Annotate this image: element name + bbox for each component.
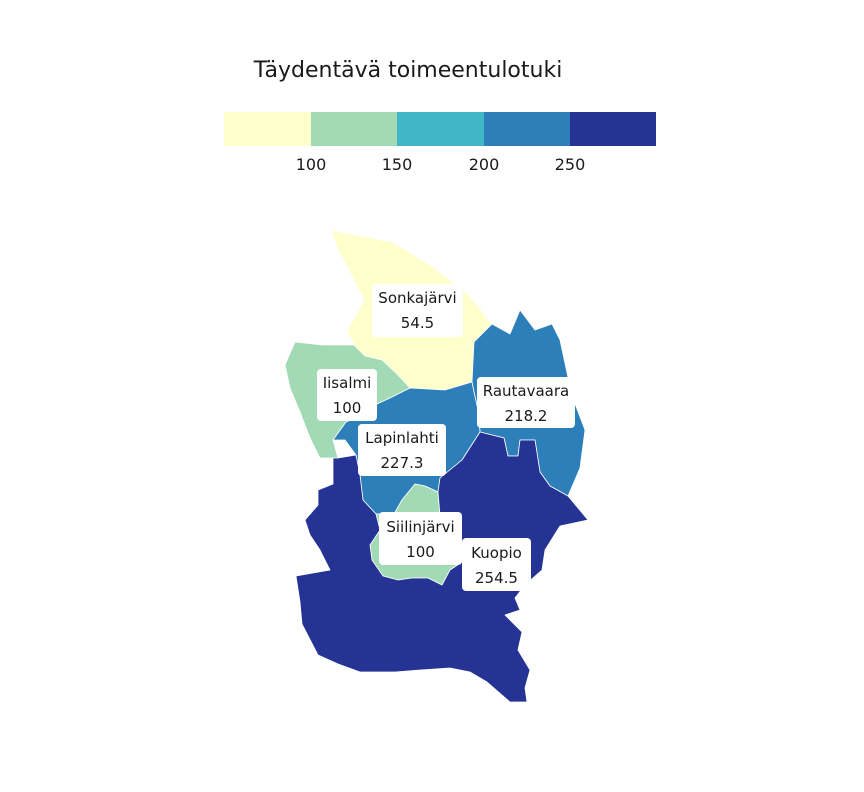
- label-box: [462, 538, 531, 591]
- legend-tick-label: 250: [555, 155, 586, 174]
- region-value: 218.2: [505, 407, 548, 425]
- legend-tick-label: 150: [382, 155, 413, 174]
- label-box: [358, 424, 446, 476]
- label-box: [317, 369, 377, 421]
- legend-swatch-4: [570, 112, 656, 146]
- legend-tick-label: 200: [469, 155, 500, 174]
- region-kuopio[interactable]: [295, 431, 589, 703]
- region-value: 227.3: [381, 454, 424, 472]
- label-box: [379, 512, 462, 565]
- region-name: Iisalmi: [323, 374, 372, 392]
- region-value: 100: [333, 399, 362, 417]
- label-siilinjarvi: Siilinjärvi 100: [379, 512, 462, 565]
- region-name: Kuopio: [471, 544, 522, 562]
- map-title: Täydentävä toimeentulotuki: [253, 58, 563, 83]
- legend-swatch-2: [397, 112, 484, 146]
- region-name: Rautavaara: [483, 382, 569, 400]
- region-name: Siilinjärvi: [386, 518, 454, 536]
- label-lapinlahti: Lapinlahti 227.3: [358, 424, 446, 476]
- region-value: 54.5: [401, 314, 434, 332]
- label-rautavaara: Rautavaara 218.2: [477, 377, 575, 428]
- region-name: Lapinlahti: [365, 429, 439, 447]
- legend-swatch-3: [484, 112, 570, 146]
- label-box: [477, 377, 575, 428]
- label-sonkajarvi: Sonkajärvi 54.5: [372, 284, 463, 337]
- label-kuopio: Kuopio 254.5: [462, 538, 531, 591]
- legend-tick-label: 100: [296, 155, 327, 174]
- region-value: 254.5: [475, 569, 518, 587]
- legend: 100 150 200 250: [224, 112, 656, 174]
- label-iisalmi: Iisalmi 100: [317, 369, 377, 421]
- region-labels: Sonkajärvi 54.5 Iisalmi 100 Rautavaara 2…: [317, 284, 575, 591]
- legend-swatch-1: [311, 112, 397, 146]
- region-name: Sonkajärvi: [378, 289, 456, 307]
- legend-swatch-0: [224, 112, 311, 146]
- region-value: 100: [406, 543, 435, 561]
- label-box: [372, 284, 463, 337]
